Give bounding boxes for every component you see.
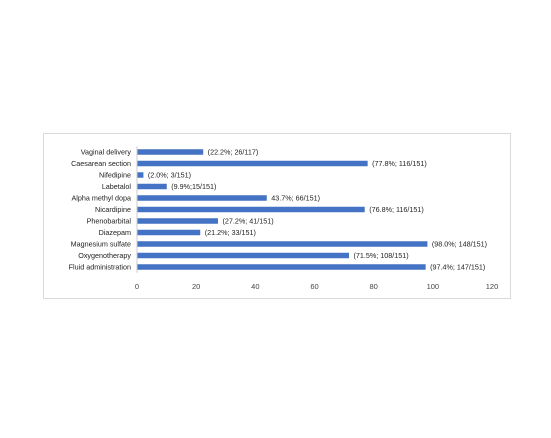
bar (137, 149, 204, 155)
data-label: (21.2%; 33/151) (205, 228, 256, 237)
labels-layer: Vaginal delivery (22.2%; 26/117) Caesarean… (69, 148, 487, 272)
bar (137, 229, 201, 236)
data-label: (22.2%; 26/117) (208, 148, 259, 157)
axis-layer: 0 20 40 60 80 100 120 (135, 146, 498, 291)
data-label: (77.8%; 116/151) (372, 159, 427, 168)
x-tick-label: 20 (192, 282, 200, 291)
x-tick-label: 80 (369, 282, 377, 291)
chart-frame (43, 133, 511, 299)
data-label: (9.9%;15/151) (171, 182, 216, 191)
x-tick-label: 40 (251, 282, 259, 291)
bar (137, 241, 428, 247)
data-label: (27.2%; 41/151) (222, 217, 273, 226)
bar (137, 183, 167, 190)
bars-layer (137, 149, 428, 270)
category-label: Alpha methyl dopa (71, 194, 131, 203)
x-tick-label: 120 (486, 282, 499, 291)
bar (137, 264, 426, 270)
x-tick-label: 0 (135, 282, 139, 291)
data-label: (71.5%; 108/151) (354, 251, 409, 260)
category-label: Magnesium sulfate (71, 240, 131, 249)
bar (137, 252, 350, 259)
data-label: 43.7%; 66/151) (271, 194, 320, 203)
data-label: (97.4%; 147/151) (430, 263, 485, 272)
category-label: Fluid administration (69, 263, 131, 272)
category-label: Diazepam (99, 228, 131, 237)
category-label: Labetalol (102, 182, 132, 191)
data-label: (76.8%; 116/151) (369, 205, 424, 214)
bar (137, 160, 368, 167)
category-label: Phenobarbital (87, 217, 132, 226)
data-label: (2.0%; 3/151) (148, 171, 191, 180)
bar (137, 206, 365, 213)
bar (137, 172, 144, 178)
bar (137, 218, 218, 224)
category-label: Caesarean section (71, 159, 131, 168)
category-label: Vaginal delivery (81, 148, 132, 157)
category-label: Oxygenotherapy (78, 251, 131, 260)
x-tick-label: 60 (310, 282, 318, 291)
data-label: (98.0%; 148/151) (432, 240, 487, 249)
category-label: Nicardipine (95, 205, 131, 214)
category-label: Nifedipine (99, 171, 131, 180)
bar (137, 195, 267, 201)
x-tick-label: 100 (427, 282, 440, 291)
